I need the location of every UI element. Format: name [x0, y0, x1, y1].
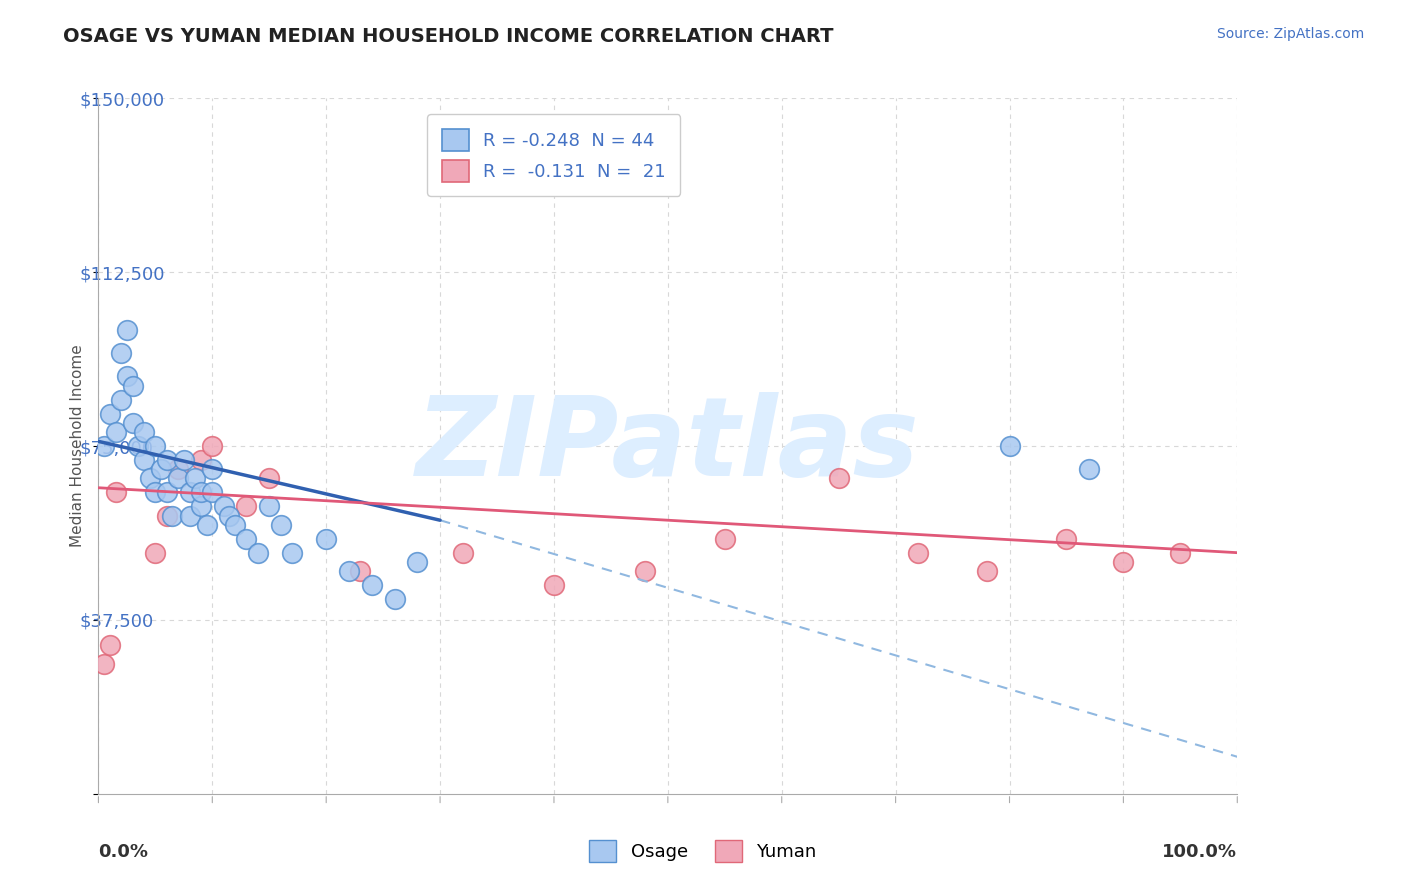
Point: [156, 508, 179, 523]
Point: [195, 517, 218, 532]
Point: [179, 508, 201, 523]
Point: [115, 369, 138, 384]
Point: [190, 500, 212, 514]
Point: [145, 439, 167, 453]
Point: [907, 546, 929, 560]
Point: [201, 485, 224, 500]
Point: [104, 485, 127, 500]
Point: [121, 378, 143, 392]
Point: [167, 471, 190, 485]
Point: [145, 546, 167, 560]
Text: OSAGE VS YUMAN MEDIAN HOUSEHOLD INCOME CORRELATION CHART: OSAGE VS YUMAN MEDIAN HOUSEHOLD INCOME C…: [63, 27, 834, 45]
Y-axis label: Median Household Income: Median Household Income: [69, 344, 84, 548]
Point: [337, 564, 360, 578]
Point: [121, 416, 143, 430]
Point: [184, 471, 207, 485]
Point: [190, 485, 212, 500]
Text: 0.0%: 0.0%: [98, 843, 149, 861]
Legend: Osage, Yuman: Osage, Yuman: [582, 833, 824, 870]
Point: [634, 564, 657, 578]
Point: [132, 453, 155, 467]
Text: 100.0%: 100.0%: [1163, 843, 1237, 861]
Point: [190, 453, 212, 467]
Point: [98, 639, 121, 653]
Point: [1170, 546, 1192, 560]
Point: [543, 578, 565, 592]
Point: [246, 546, 269, 560]
Point: [156, 485, 179, 500]
Point: [110, 346, 132, 360]
Point: [132, 425, 155, 439]
Point: [828, 471, 851, 485]
Point: [451, 546, 474, 560]
Point: [235, 500, 257, 514]
Point: [270, 517, 292, 532]
Point: [104, 425, 127, 439]
Point: [201, 439, 224, 453]
Point: [235, 532, 257, 546]
Point: [259, 471, 281, 485]
Point: [138, 471, 160, 485]
Point: [201, 462, 224, 476]
Point: [145, 485, 167, 500]
Point: [98, 407, 121, 421]
Point: [218, 508, 240, 523]
Point: [150, 462, 173, 476]
Point: [315, 532, 337, 546]
Point: [1054, 532, 1078, 546]
Point: [167, 462, 190, 476]
Point: [349, 564, 371, 578]
Point: [110, 392, 132, 407]
Point: [162, 508, 184, 523]
Point: [976, 564, 998, 578]
Point: [127, 439, 149, 453]
Point: [406, 555, 429, 569]
Point: [384, 592, 406, 607]
Legend: R = -0.248  N = 44, R =  -0.131  N =  21: R = -0.248 N = 44, R = -0.131 N = 21: [427, 114, 681, 196]
Point: [212, 500, 235, 514]
Point: [156, 453, 179, 467]
Point: [281, 546, 304, 560]
Point: [173, 453, 195, 467]
Point: [1112, 555, 1135, 569]
Point: [179, 485, 201, 500]
Point: [998, 439, 1021, 453]
Point: [93, 657, 115, 671]
Point: [714, 532, 737, 546]
Text: Source: ZipAtlas.com: Source: ZipAtlas.com: [1216, 27, 1364, 41]
Point: [93, 439, 115, 453]
Point: [115, 323, 138, 337]
Point: [259, 500, 281, 514]
Point: [224, 517, 246, 532]
Point: [360, 578, 382, 592]
Point: [1078, 462, 1101, 476]
Text: ZIPatlas: ZIPatlas: [416, 392, 920, 500]
